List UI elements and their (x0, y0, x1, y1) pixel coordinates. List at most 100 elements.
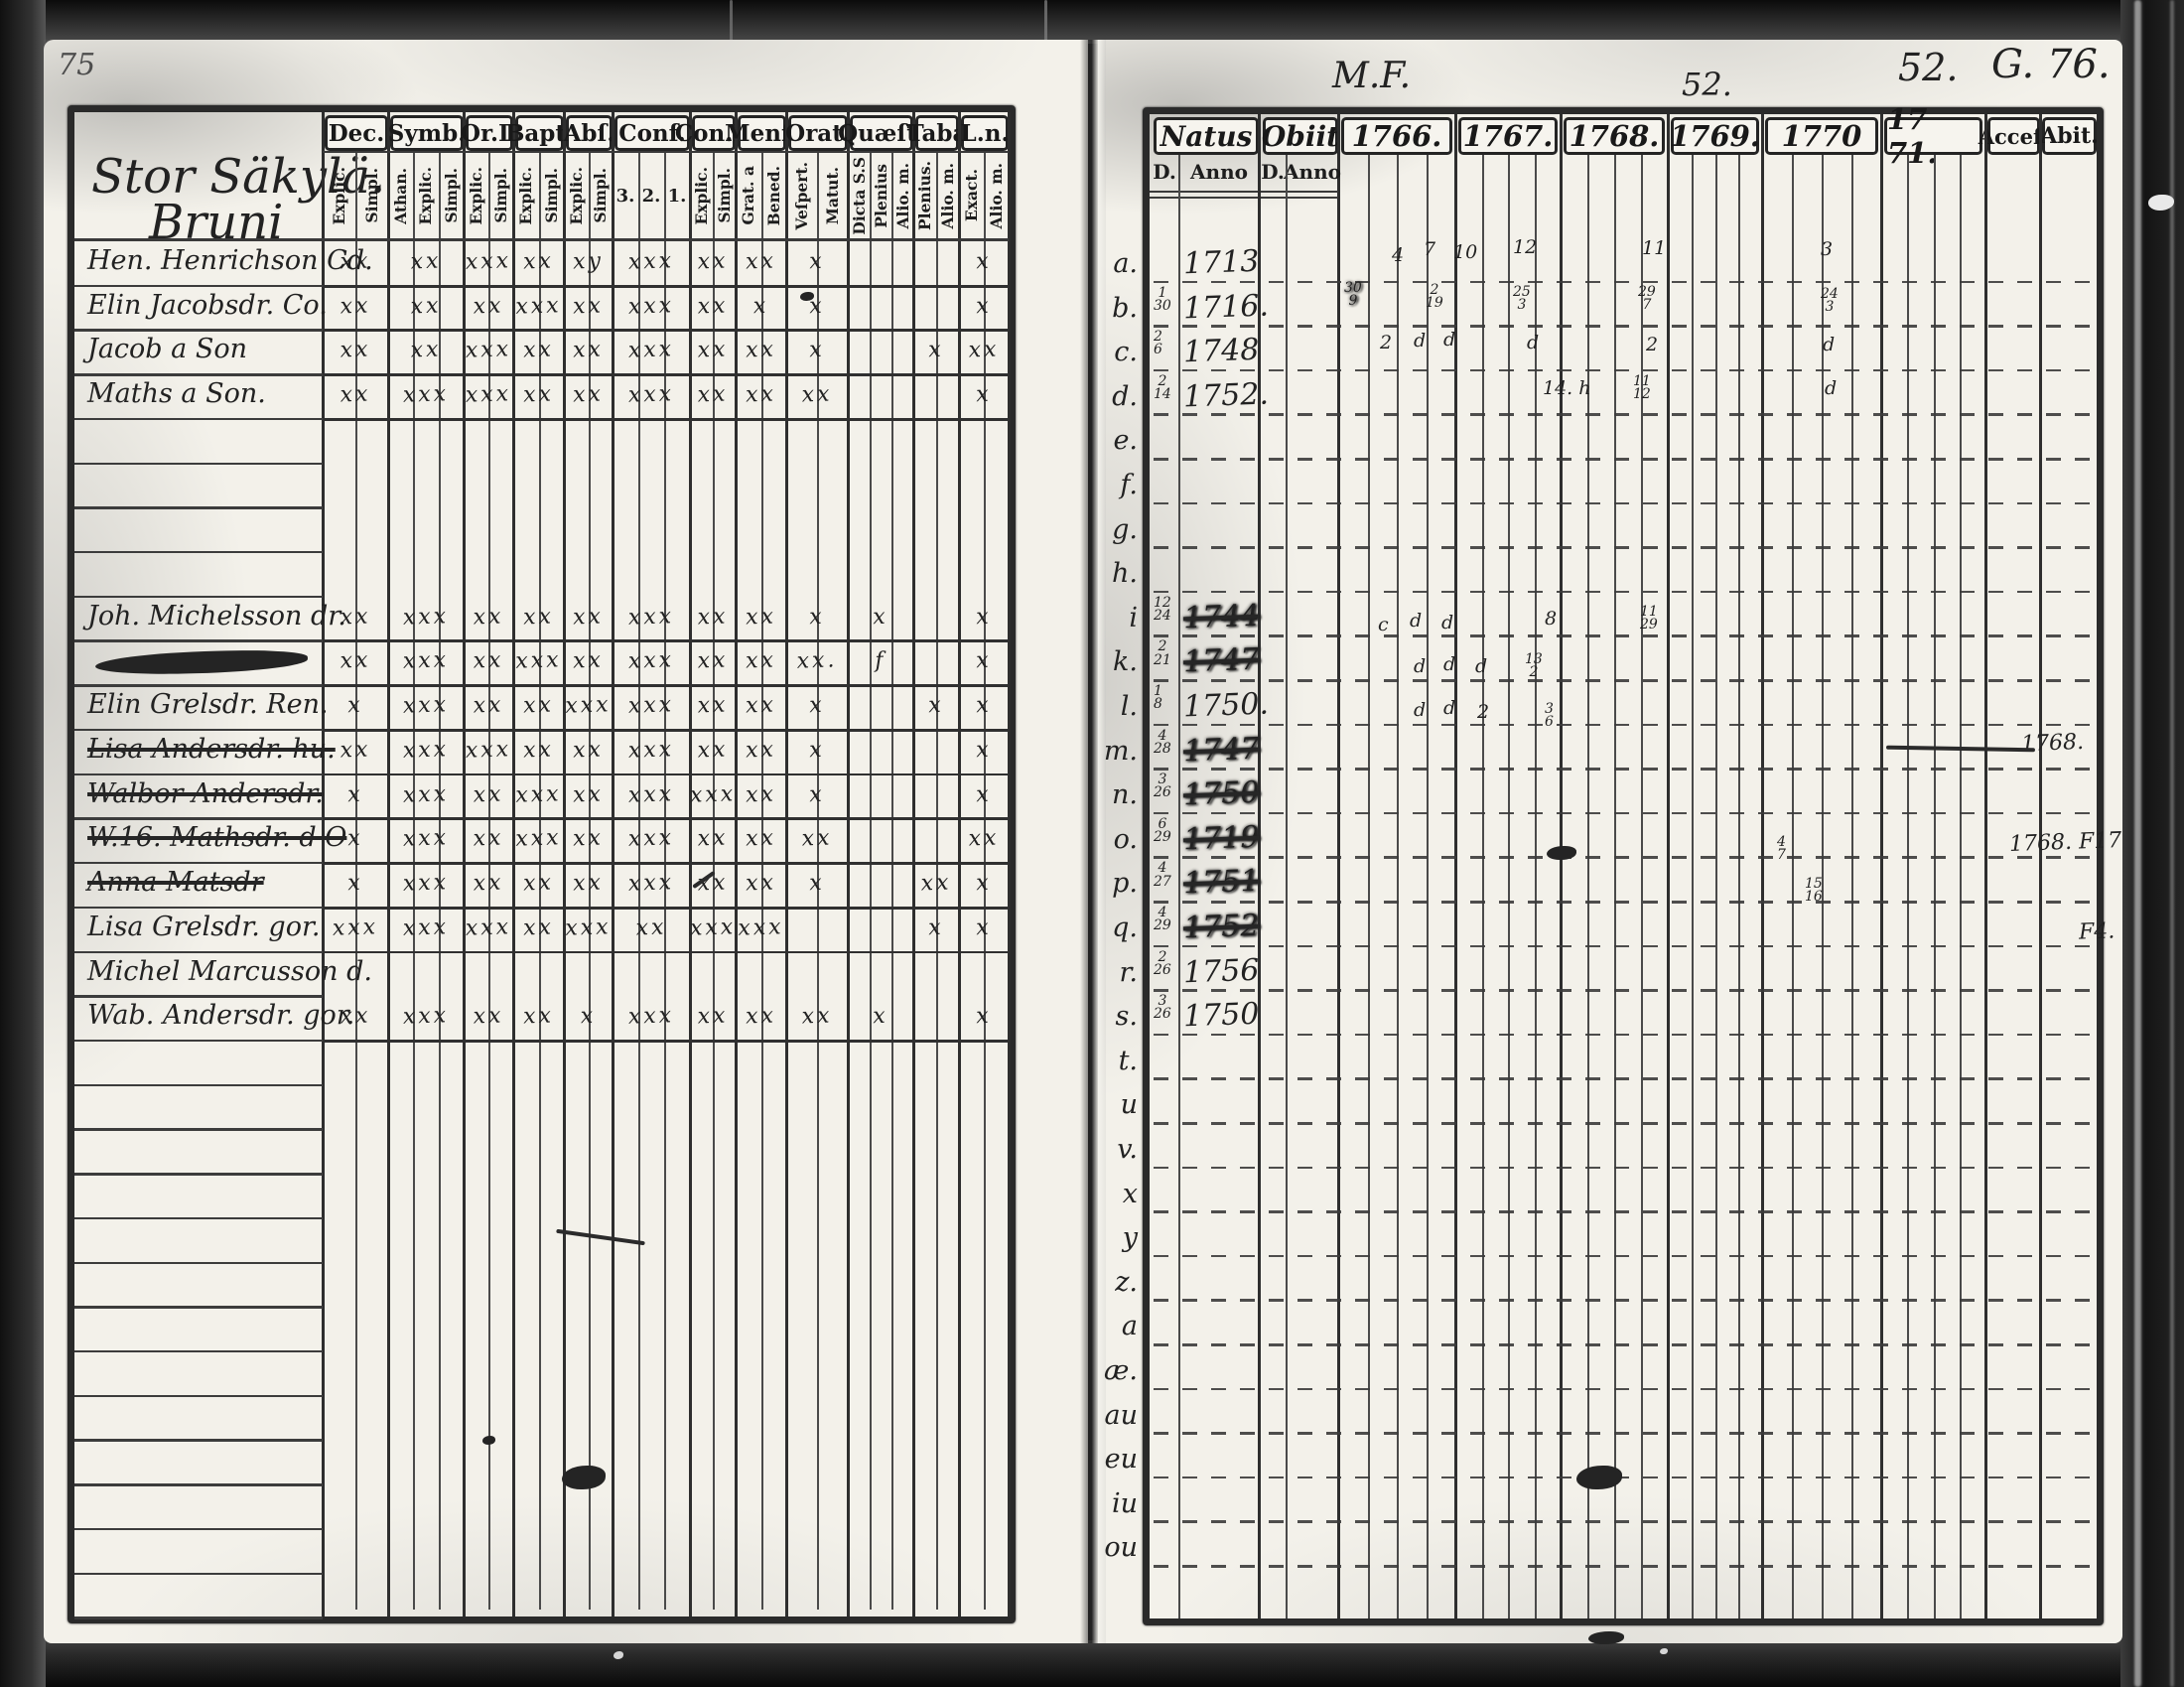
row-letter: a. (1113, 248, 1138, 279)
subcolumn-label: Simpl. (589, 153, 614, 238)
subcolumn-label: Alio. m. (936, 153, 959, 238)
row-letter: k. (1113, 646, 1138, 678)
record-name: Wab. Andersdr. gor. (87, 1000, 355, 1032)
mark-cell: xx (801, 381, 833, 408)
stacked-number: 4 (1158, 905, 1167, 920)
row-line (74, 862, 323, 865)
obiit-anno-label: Anno (1284, 160, 1341, 184)
record-name: Jacob a Son (87, 334, 247, 365)
mark-cell: x (346, 870, 364, 897)
subcolumn-line (355, 153, 357, 1610)
mark-cell: xxx (514, 647, 563, 675)
row-line (74, 1128, 323, 1131)
mark-cell: xx (697, 647, 729, 674)
dashed-row-line (1154, 325, 2093, 328)
natus-day: 4 28 (1154, 728, 1171, 757)
cell-entry: 2 (1646, 334, 1659, 355)
subcolumn-label-text: Explic. (416, 166, 436, 225)
mark-cell: xx (410, 248, 442, 275)
cell-entry: 11 (1642, 237, 1667, 259)
stacked-number: 27 (1154, 873, 1171, 890)
cell-entry: 15 16 (1805, 877, 1823, 905)
subcolumn-line (984, 153, 986, 1610)
mark-cell: xxx (514, 780, 563, 808)
stacked-number: 26 (1154, 1006, 1171, 1023)
stacked-number: 24 (1154, 608, 1171, 625)
mark-cell: xxx (402, 870, 450, 897)
mark-cell: xxx (402, 914, 450, 941)
column-group-header: Abſ. (564, 115, 614, 151)
film-scratch (2170, 0, 2174, 1687)
mark-cell: x (808, 248, 826, 275)
cell-entry: 12 (1513, 236, 1538, 258)
stacked-number: 6 (1154, 342, 1162, 358)
mark-cell: xx (635, 914, 667, 941)
subcolumn-label: Plenius (870, 153, 891, 238)
ink-blob (1588, 1631, 1624, 1644)
subcolumn-label-text: Simpl. (362, 168, 381, 223)
column-group-header: Quæſt. (838, 115, 925, 151)
mark-cell: xxx (514, 825, 563, 853)
cell-entry: 13 2 (1525, 652, 1543, 680)
subcolumn-label-text: Dicta S.S (849, 156, 869, 235)
record-name: Michel Marcusson d. (87, 955, 372, 987)
margin-note: F4. (2078, 918, 2116, 945)
mark-cell: xxx (564, 692, 613, 719)
stacked-number: 19 (1426, 295, 1443, 312)
cell-entry: 14. h (1543, 377, 1591, 399)
subcolumn-label-text: Plenius (871, 163, 890, 228)
stacked-number: 28 (1154, 740, 1171, 757)
year-header: 1768. (1564, 117, 1665, 155)
stacked-number: 29 (1638, 284, 1656, 300)
dashed-row-line (1154, 280, 2093, 284)
top-margin-note: G. 76. (1991, 42, 2111, 87)
mark-cell: x (580, 1003, 597, 1030)
subcolumn-line (891, 153, 893, 1610)
row-line (74, 639, 323, 642)
natus-day: 3 26 (1154, 994, 1171, 1023)
subcolumn-label: Explic. (413, 153, 438, 238)
row-line (74, 1572, 323, 1575)
mark-cell: xx (473, 647, 504, 674)
natus-obiit-line (1258, 114, 1261, 1618)
mark-cell: xx (522, 692, 555, 719)
mark-cell: xy (572, 248, 605, 275)
mark-cell: xx (745, 337, 777, 363)
mark-cell: xx. (796, 647, 838, 675)
cell-entry: d (1443, 329, 1456, 351)
row-letter: g. (1112, 513, 1138, 545)
mark-cell: xx (801, 1003, 833, 1030)
subcolumn-label-text: 1. (667, 185, 687, 207)
mark-cell: xxx (465, 914, 512, 941)
year-header: 1766. (1341, 117, 1452, 155)
ink-blob (1547, 846, 1576, 860)
row-line (74, 728, 323, 732)
mark-cell: xx (473, 293, 504, 320)
row-line (74, 950, 323, 953)
stacked-number: 1 (1158, 284, 1167, 301)
subcolumn-label: Grat. a (736, 153, 761, 238)
right-table-border (1143, 107, 2104, 1625)
subcolumn-label: Explic. (464, 153, 488, 238)
row-line (74, 773, 323, 776)
mark-cell: xxx (627, 248, 675, 275)
year-boundary-line (1454, 114, 1457, 1618)
mark-cell: xx (697, 381, 729, 408)
subcolumn-label-text: 3. (615, 185, 635, 207)
record-underline (323, 639, 1009, 643)
mark-cell: x (808, 870, 826, 897)
accessit-header: Acceſ. (1979, 117, 2049, 155)
subcolumn-label: Alio. m. (984, 153, 1009, 238)
mark-cell: xxx (627, 737, 675, 764)
mark-cell: xxx (627, 647, 675, 675)
mark-cell: xx (522, 1003, 555, 1030)
year-header: 1767. (1458, 117, 1558, 155)
mark-cell: xx (522, 337, 555, 363)
mark-cell: x (975, 381, 993, 408)
subcolumn-label: 3. (613, 153, 638, 238)
mark-cell: xx (572, 870, 605, 897)
subcolumn-line (438, 153, 441, 1610)
mark-cell: x (975, 870, 993, 897)
row-letter: au (1104, 1399, 1139, 1431)
film-speck (1660, 1648, 1668, 1654)
